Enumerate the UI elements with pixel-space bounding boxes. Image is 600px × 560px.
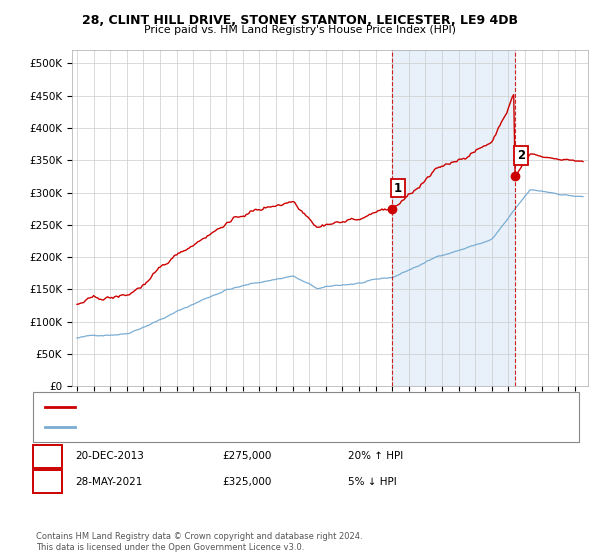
Text: 2: 2 — [517, 149, 525, 162]
Text: 28, CLINT HILL DRIVE, STONEY STANTON, LEICESTER, LE9 4DB: 28, CLINT HILL DRIVE, STONEY STANTON, LE… — [82, 14, 518, 27]
Text: 5% ↓ HPI: 5% ↓ HPI — [348, 477, 397, 487]
Text: 1: 1 — [43, 450, 52, 463]
Text: £275,000: £275,000 — [222, 451, 271, 461]
Bar — [392, 50, 515, 386]
Text: 2: 2 — [43, 475, 52, 488]
Text: 20% ↑ HPI: 20% ↑ HPI — [348, 451, 403, 461]
Text: £325,000: £325,000 — [222, 477, 271, 487]
Text: 28, CLINT HILL DRIVE, STONEY STANTON, LEICESTER, LE9 4DB (detached house): 28, CLINT HILL DRIVE, STONEY STANTON, LE… — [81, 403, 462, 412]
Text: 1: 1 — [394, 181, 401, 194]
Text: Price paid vs. HM Land Registry's House Price Index (HPI): Price paid vs. HM Land Registry's House … — [144, 25, 456, 35]
Text: Contains HM Land Registry data © Crown copyright and database right 2024.
This d: Contains HM Land Registry data © Crown c… — [36, 532, 362, 552]
Text: 28-MAY-2021: 28-MAY-2021 — [75, 477, 142, 487]
Text: HPI: Average price, detached house, Blaby: HPI: Average price, detached house, Blab… — [81, 423, 284, 432]
Text: 20-DEC-2013: 20-DEC-2013 — [75, 451, 144, 461]
